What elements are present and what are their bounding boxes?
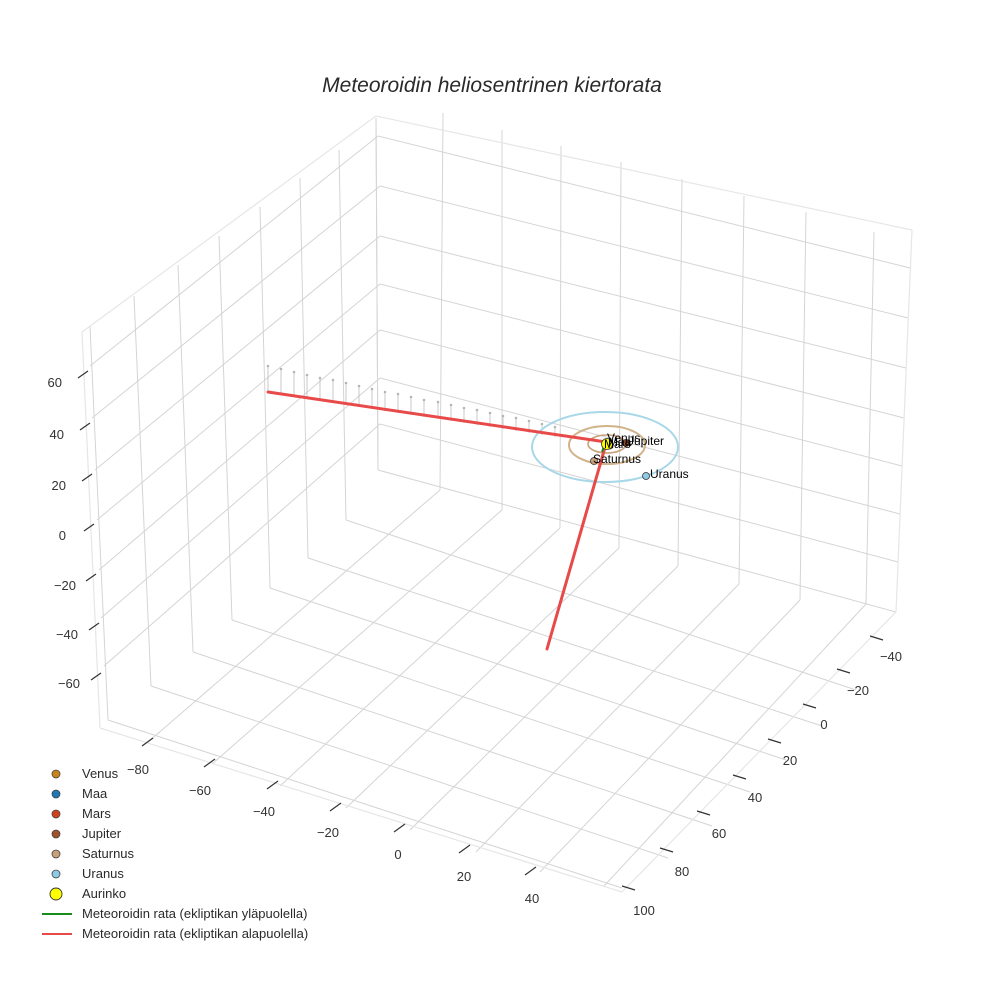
meteoroid-stems <box>266 364 557 437</box>
x-tick-label: −60 <box>189 783 211 798</box>
dot-icon <box>51 829 61 839</box>
planet-labels: Venus Maa Mars Jupiter Saturnus Uranus <box>593 431 689 481</box>
box-edges <box>81 115 913 893</box>
uranus-label: Uranus <box>650 467 689 481</box>
floor-grid <box>107 469 897 889</box>
venus-label: Venus <box>607 431 640 445</box>
saturnus-orbit <box>568 425 646 465</box>
z-axis: 60 40 20 0 −20 −40 −60 <box>48 370 102 691</box>
x-tick-label: 40 <box>525 891 539 906</box>
dot-icon <box>51 809 61 819</box>
x-tick-label: −20 <box>317 825 339 840</box>
z-tick-label: −40 <box>56 627 78 642</box>
chart-title: Meteoroidin heliosentrinen kiertorata <box>322 74 662 97</box>
y-tick-label: −20 <box>847 683 869 698</box>
y-tick-label: 40 <box>748 790 762 805</box>
z-tick-label: 0 <box>59 528 66 543</box>
dot-icon <box>51 849 61 859</box>
jupiter-marker <box>622 439 630 447</box>
planets <box>590 438 650 480</box>
x-tick-label: 0 <box>394 847 401 862</box>
saturnus-label: Saturnus <box>593 452 641 466</box>
x-axis: −80 −60 −40 −20 0 20 40 <box>127 737 539 906</box>
x-tick-label: 20 <box>457 869 471 884</box>
y-tick-label: 100 <box>633 903 655 918</box>
dot-icon <box>51 869 61 879</box>
dot-icon <box>51 789 61 799</box>
uranus-orbit <box>531 411 679 483</box>
sun-marker <box>601 438 613 450</box>
z-tick-label: −20 <box>54 578 76 593</box>
left-wall-grid <box>89 117 381 721</box>
maa-label: Maa <box>608 435 632 449</box>
z-tick-label: 20 <box>52 478 66 493</box>
sun-icon <box>49 887 63 901</box>
line-icon <box>42 933 72 935</box>
y-tick-label: −40 <box>880 649 902 664</box>
uranus-marker <box>642 472 650 480</box>
mars-label: Mars <box>604 437 631 451</box>
saturnus-marker <box>590 457 598 465</box>
z-tick-label: 60 <box>48 375 62 390</box>
z-tick-label: −60 <box>58 676 80 691</box>
line-icon <box>42 913 72 915</box>
y-tick-label: 20 <box>783 753 797 768</box>
y-axis: −40 −20 0 20 40 60 80 100 <box>621 635 902 918</box>
jupiter-label: Jupiter <box>628 434 664 448</box>
right-wall-grid <box>375 112 911 605</box>
x-tick-label: −40 <box>253 804 275 819</box>
dot-icon <box>51 769 61 779</box>
y-tick-label: 0 <box>820 717 827 732</box>
z-tick-label: 40 <box>50 427 64 442</box>
y-tick-label: 80 <box>675 864 689 879</box>
y-tick-label: 60 <box>712 826 726 841</box>
meteoroid-trajectory <box>266 390 608 651</box>
x-tick-label: −80 <box>127 762 149 777</box>
